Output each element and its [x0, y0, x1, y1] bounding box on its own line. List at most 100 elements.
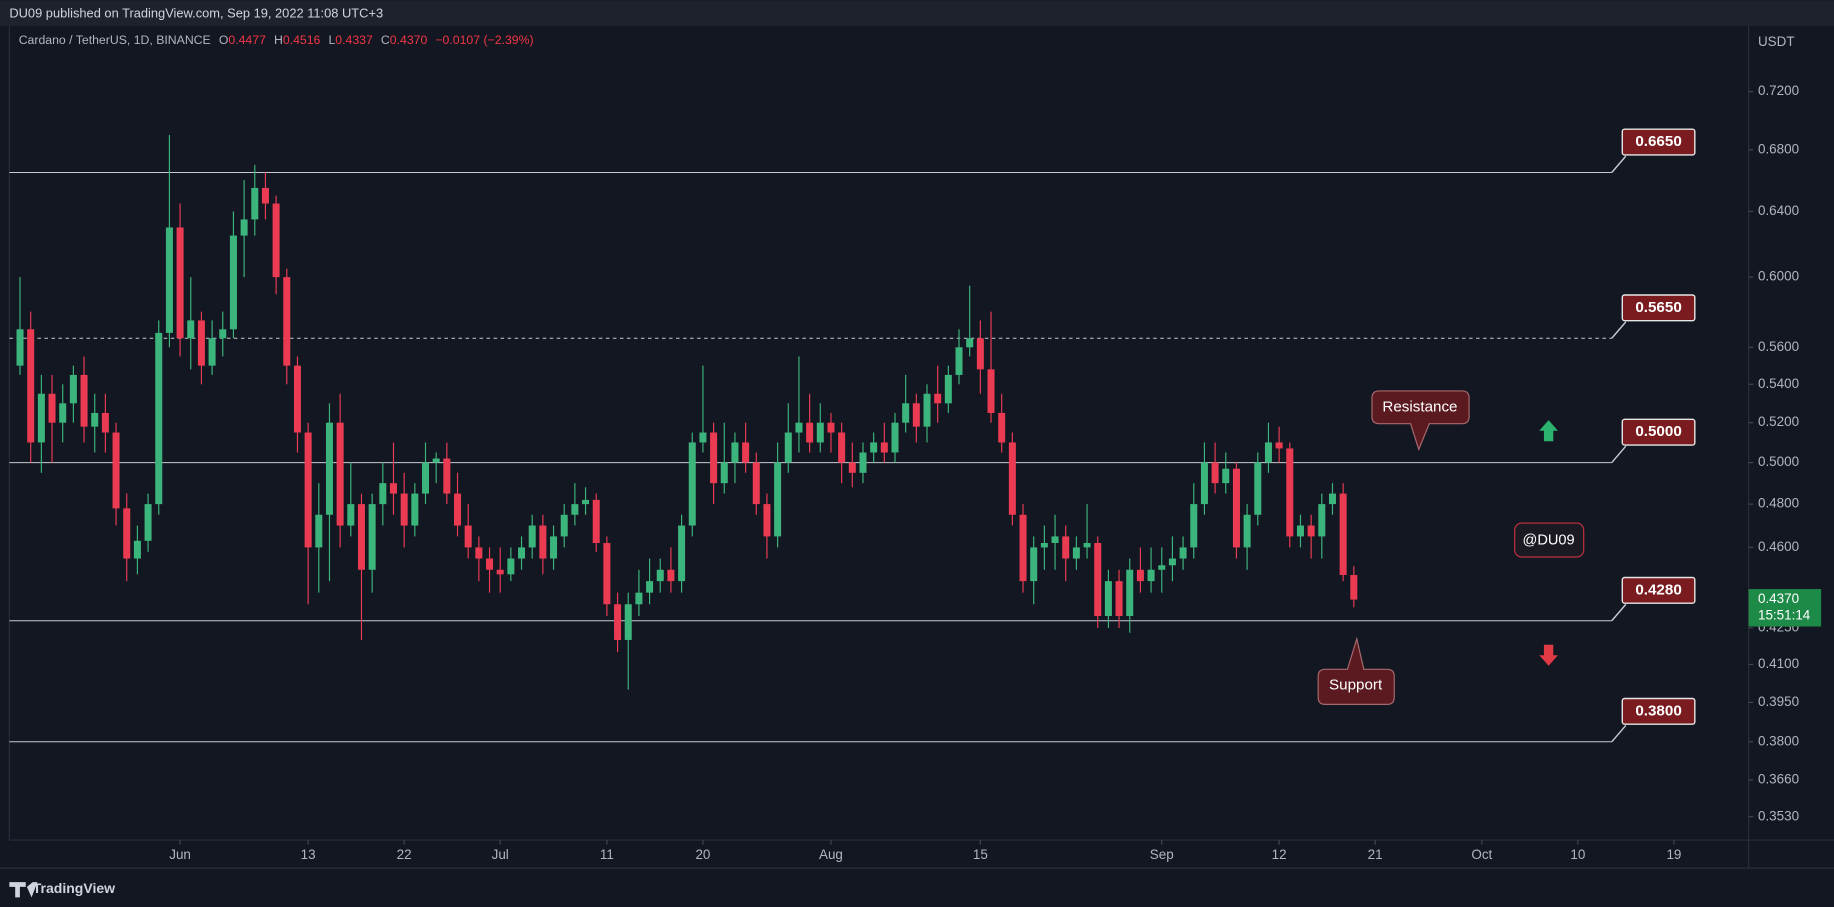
candle-body	[646, 581, 654, 593]
candle-body	[368, 504, 376, 570]
candle-body	[165, 227, 173, 333]
candle-body	[998, 412, 1006, 443]
candle-body	[592, 499, 600, 544]
candle-body	[710, 432, 718, 484]
candle-body	[731, 442, 739, 463]
y-tick-label: 0.3800	[1758, 733, 1799, 748]
candle-body	[955, 347, 963, 375]
resistance-callout	[1371, 390, 1470, 452]
candle-body	[336, 422, 344, 526]
level-label: 0.6650	[1635, 133, 1681, 150]
symbol-legend: Cardano / TetherUS, 1D, BINANCE O0.4477 …	[19, 33, 534, 47]
resistance-label: Resistance	[1382, 398, 1457, 415]
x-tick-label: 15	[973, 847, 988, 862]
countdown: 15:51:14	[1758, 608, 1811, 623]
level-label: 0.5000	[1635, 423, 1681, 440]
publisher: DU09 published on TradingView.com, Sep 1…	[9, 6, 383, 21]
candle-body	[784, 432, 792, 463]
candle-body	[1222, 468, 1230, 484]
candle-body	[187, 320, 195, 339]
candle-body	[240, 219, 248, 236]
candle-body	[1243, 514, 1251, 548]
candle-body	[1296, 525, 1304, 537]
candle-body	[560, 514, 568, 537]
y-tick-label: 0.6400	[1758, 203, 1799, 218]
candle-body	[379, 483, 387, 505]
candle-body	[443, 458, 451, 494]
candle-body	[1051, 536, 1059, 544]
candle-body	[144, 504, 152, 541]
candle-body	[902, 403, 910, 423]
x-tick-label: Jun	[169, 847, 191, 862]
x-tick-label: Sep	[1150, 847, 1174, 862]
candle-body	[133, 540, 141, 559]
candle-body	[912, 403, 920, 427]
candle-body	[1147, 569, 1155, 582]
candle-body	[1190, 504, 1198, 548]
level-tag	[1621, 697, 1696, 725]
level-tag	[1621, 294, 1696, 322]
candle-body	[1200, 462, 1208, 505]
candle-body	[1030, 547, 1038, 582]
plot: 0.7200 0.6800 0.6400 0.6000 0.5600 0.5400 0.52…	[9, 83, 1799, 862]
candle-body	[123, 508, 131, 559]
candle-body	[27, 329, 35, 443]
author-label: @DU09	[1523, 532, 1575, 548]
candle-body	[635, 592, 643, 605]
candle-body	[1350, 574, 1358, 600]
y-tick-label: 0.3660	[1758, 772, 1799, 787]
up-arrow	[1539, 420, 1558, 442]
candle-body	[1094, 543, 1102, 617]
candle-body	[1275, 442, 1283, 449]
y-tick-label: 0.6000	[1758, 269, 1799, 284]
candle-body	[656, 569, 664, 582]
level-tag	[1621, 128, 1696, 156]
support-label: Support	[1329, 677, 1383, 694]
level-tag	[1621, 576, 1696, 604]
legend-value: 0.4516	[283, 33, 321, 47]
candle-body	[1339, 493, 1347, 575]
candle-body	[827, 422, 835, 433]
candle-body	[774, 462, 782, 537]
level-connector	[1611, 724, 1627, 743]
candle-body	[347, 504, 355, 526]
candle-body	[496, 569, 504, 575]
x-tick-label: Jul	[492, 847, 509, 862]
candle-body	[720, 462, 728, 484]
legend-key: O	[219, 33, 229, 47]
level-connector	[1611, 603, 1627, 622]
candle-body	[1264, 442, 1272, 463]
candle-body	[550, 536, 558, 559]
candle-body	[528, 525, 536, 548]
candle-body	[934, 393, 942, 404]
support-callout	[1317, 636, 1395, 705]
candle-body	[507, 558, 515, 575]
candle-body	[208, 338, 216, 366]
candle-body	[816, 422, 824, 443]
candle-body	[891, 422, 899, 453]
currency: USDT	[1758, 34, 1795, 49]
last-price-label: 0.4370	[1758, 591, 1799, 606]
candle-body	[261, 187, 269, 204]
candle-body	[176, 227, 184, 339]
y-tick-label: 0.5400	[1758, 376, 1799, 391]
x-tick-label: 20	[695, 847, 710, 862]
candle-body	[1136, 569, 1144, 582]
candle-body	[219, 329, 227, 339]
candle-body	[421, 462, 430, 494]
candle-body	[614, 604, 622, 640]
candle-body	[272, 203, 280, 278]
candle-body	[838, 432, 846, 463]
candle-body	[571, 504, 579, 515]
candle-body	[1254, 462, 1262, 515]
x-tick-label: 22	[397, 847, 412, 862]
legend-change: −0.0107 (−2.39%)	[435, 33, 533, 47]
candle-body	[475, 547, 483, 559]
candle-body	[293, 365, 301, 433]
level-label: 0.4280	[1635, 581, 1681, 598]
header-bar	[0, 0, 1834, 26]
candle-body	[667, 569, 675, 582]
candle-body	[59, 403, 67, 423]
